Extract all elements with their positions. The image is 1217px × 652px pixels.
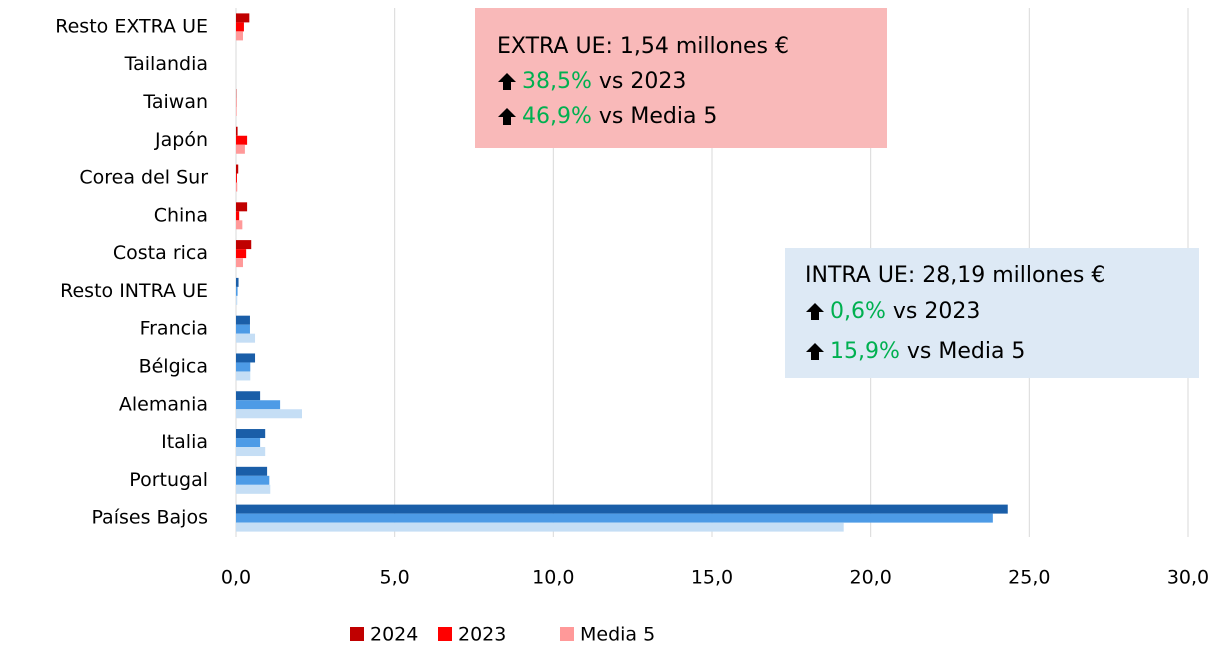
bar: [236, 484, 271, 494]
x-tick-label: 25,0: [1008, 567, 1050, 589]
bar: [236, 466, 268, 476]
bar: [236, 164, 239, 174]
legend-label: Media 5: [580, 624, 655, 646]
y-tick-label: Taiwan: [142, 91, 208, 113]
bar: [236, 438, 261, 448]
annotation-title: EXTRA UE: 1,54 millones €: [497, 34, 789, 59]
y-tick-label: Corea del Sur: [79, 167, 208, 189]
bar: [236, 286, 238, 296]
bar: [236, 173, 237, 183]
bar: [236, 277, 239, 287]
y-tick-label: Portugal: [129, 469, 208, 491]
bar: [236, 400, 281, 410]
bar: [236, 429, 266, 439]
legend-swatch: [560, 627, 574, 641]
bar: [236, 211, 240, 221]
bar: [236, 295, 238, 305]
annotation-box: [475, 8, 887, 148]
y-tick-label: Países Bajos: [91, 507, 208, 529]
bar: [236, 144, 245, 154]
annotation-box: [785, 248, 1199, 378]
bar: [236, 391, 261, 401]
bar: [236, 31, 243, 41]
bar: [236, 513, 993, 523]
y-tick-label: Italia: [161, 431, 208, 453]
annotation-pct: 46,9%: [522, 104, 592, 129]
annotation-pct: 15,9%: [830, 339, 900, 364]
y-tick-label: Tailandia: [124, 53, 208, 75]
bar: [236, 315, 250, 325]
bar: [236, 504, 1008, 514]
bar: [236, 258, 243, 268]
y-tick-label: Resto INTRA UE: [60, 280, 208, 302]
arrow-up-icon: [498, 108, 516, 125]
y-tick-label: Costa rica: [113, 242, 208, 264]
x-tick-label: 15,0: [691, 567, 733, 589]
legend-swatch: [350, 627, 364, 641]
x-tick-label: 30,0: [1167, 567, 1209, 589]
bar: [236, 220, 243, 230]
annotation-pct: 0,6%: [830, 299, 886, 324]
legend-label: 2023: [458, 624, 506, 646]
y-tick-label: Alemania: [119, 393, 208, 415]
bar: [236, 240, 252, 250]
y-tick-label: Bélgica: [139, 355, 208, 377]
arrow-up-icon: [806, 303, 824, 320]
x-tick-label: 5,0: [380, 567, 410, 589]
bar: [236, 182, 238, 192]
bar: [236, 126, 238, 136]
annotation-line: 46,9% vs Media 5: [522, 104, 717, 129]
bar: [236, 353, 256, 363]
bar: [236, 249, 247, 259]
annotation-line: 38,5% vs 2023: [522, 69, 686, 94]
y-tick-label: Francia: [140, 318, 208, 340]
bar: [236, 135, 248, 145]
bar: [236, 13, 250, 23]
arrow-up-icon: [498, 73, 516, 90]
arrow-up-icon: [806, 343, 824, 360]
annotation-line: 15,9% vs Media 5: [830, 339, 1025, 364]
bar: [236, 362, 251, 372]
annotation-text: vs 2023: [893, 299, 980, 324]
y-tick-label: Japón: [154, 129, 208, 151]
annotation-text: vs Media 5: [907, 339, 1026, 364]
x-tick-label: 0,0: [221, 567, 251, 589]
x-tick-label: 20,0: [850, 567, 892, 589]
bar: [236, 22, 244, 32]
bar: [236, 324, 250, 334]
bar: [236, 522, 844, 532]
y-tick-label: Resto EXTRA UE: [55, 15, 208, 37]
bar: [236, 475, 270, 485]
annotation-pct: 38,5%: [522, 69, 592, 94]
annotation-text: vs 2023: [599, 69, 686, 94]
legend-label: 2024: [370, 624, 418, 646]
legend-swatch: [438, 627, 452, 641]
annotation-line: 0,6% vs 2023: [830, 299, 980, 324]
bars: [236, 13, 1008, 532]
bar: [236, 106, 237, 116]
bar: [236, 447, 266, 457]
annotation-text: vs Media 5: [599, 104, 718, 129]
bar: [236, 202, 248, 212]
y-tick-label: China: [154, 204, 208, 226]
annotation-title: INTRA UE: 28,19 millones €: [805, 263, 1105, 288]
bar: [236, 409, 303, 419]
bar: [236, 371, 251, 381]
bar: [236, 333, 256, 343]
x-tick-label: 10,0: [532, 567, 574, 589]
